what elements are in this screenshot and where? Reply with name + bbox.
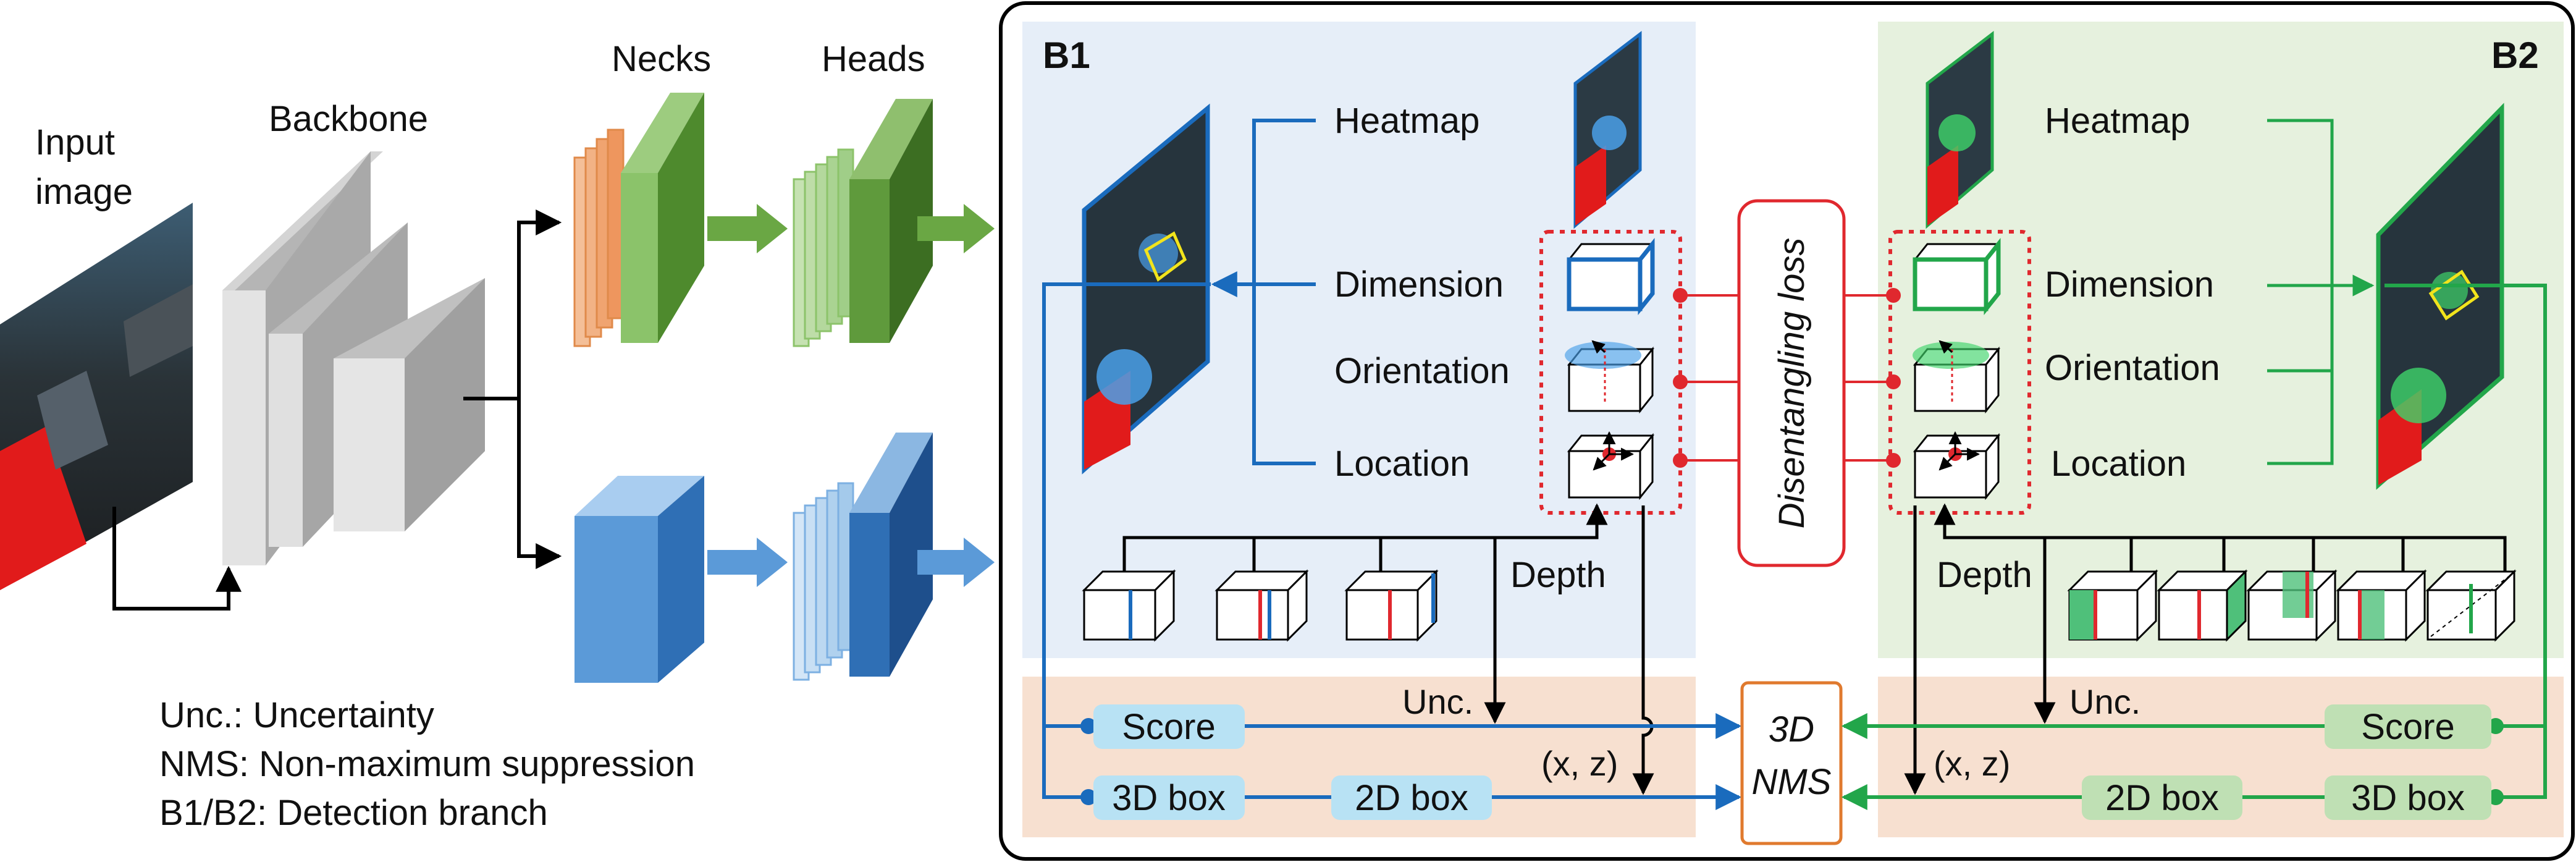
- b1-cube-group-outline: [1539, 230, 1682, 515]
- b2-orientation-cube: [1913, 340, 2001, 414]
- b2-depth-label: Depth: [1937, 555, 2032, 595]
- green-neck-stack: [573, 93, 704, 347]
- b1-depth-label: Depth: [1510, 555, 1606, 595]
- disentangling-loss-label: Disentangling loss: [1772, 238, 1812, 529]
- 3d-nms-line2: NMS: [1752, 762, 1832, 802]
- legend: Unc.: Uncertainty NMS: Non-maximum suppr…: [159, 691, 777, 837]
- b2-output-image: [2376, 103, 2504, 490]
- b1-title: B1: [1043, 35, 1090, 76]
- legend-unc: Unc.: Uncertainty: [159, 695, 434, 735]
- b1-location-cube: [1567, 431, 1655, 501]
- input-to-backbone-arrow: [112, 507, 242, 611]
- input-label-line2: image: [35, 172, 133, 212]
- b2-2dbox-pill: [2082, 775, 2242, 820]
- b1-dimension-cube: [1567, 238, 1655, 315]
- b1-score-dot: [1080, 718, 1096, 734]
- heads-label: Heads: [822, 39, 925, 79]
- b2-output-line: [2384, 284, 2547, 799]
- b1-branch-bracket: [1252, 119, 1316, 465]
- 3d-nms-box: [1740, 681, 1843, 845]
- neck-to-head-green-arrow: [707, 204, 788, 253]
- b1-output-image: [1082, 103, 1210, 475]
- b1-score-pill: [1093, 704, 1245, 749]
- b2-location-cube: [1913, 431, 2001, 501]
- b1-depth-cube-1: [1082, 569, 1176, 642]
- b1-unc-label: Unc.: [1402, 682, 1473, 721]
- 3d-nms-line1: 3D: [1769, 709, 1814, 750]
- b2-location-label: Location: [2051, 444, 2186, 484]
- b2-xz-label: (x, z): [1934, 744, 2010, 783]
- b2-depth-cube-1: [2067, 569, 2158, 642]
- necks-label: Necks: [612, 39, 711, 79]
- b2-title: B2: [2491, 35, 2539, 76]
- b2-depth-cube-2: [2157, 569, 2248, 642]
- input-label-line1: Input: [35, 122, 115, 163]
- b1-orientation-label: Orientation: [1334, 351, 1510, 391]
- backbone-to-green-neck-arrow: [517, 209, 562, 399]
- blue-neck-block: [575, 476, 704, 683]
- b2-score-label: Score: [2361, 707, 2455, 747]
- b2-2dbox-label: 2D box: [2105, 778, 2219, 818]
- b2-dimension-cube: [1913, 238, 2001, 315]
- b1-3dbox-dot: [1080, 789, 1096, 805]
- b2-heatmap-label: Heatmap: [2045, 101, 2190, 141]
- legend-branch: B1/B2: Detection branch: [159, 793, 548, 833]
- blue-head-stack: [793, 433, 933, 681]
- b2-depth-cube-5: [2425, 569, 2517, 642]
- b2-score-pill: [2325, 704, 2491, 749]
- backbone-label: Backbone: [269, 99, 428, 139]
- b1-dimension-label: Dimension: [1334, 264, 1504, 305]
- b2-branch-bracket: [2267, 119, 2334, 465]
- head-to-b1-blue-arrow: [917, 538, 995, 587]
- b1-xz-label: (x, z): [1541, 744, 1618, 783]
- b1-depth-collector-line: [1122, 503, 1608, 584]
- b1-2dbox-pill: [1331, 775, 1492, 820]
- b1-depth-cube-2: [1214, 569, 1309, 642]
- head-to-b1-green-arrow: [917, 204, 995, 253]
- b1-location-label: Location: [1334, 444, 1470, 484]
- detection-frame: [999, 1, 2575, 861]
- b2-heatmap-thumbnail: [1926, 30, 1994, 229]
- b2-orientation-label: Orientation: [2045, 348, 2220, 388]
- b1-orientation-cube: [1565, 340, 1655, 414]
- b1-heatmap-thumbnail: [1573, 30, 1642, 229]
- b2-score-dot: [2488, 718, 2504, 734]
- green-head-stack: [793, 99, 933, 347]
- b1-output-line: [1042, 282, 1211, 799]
- b2-unc-label: Unc.: [2069, 682, 2140, 721]
- b1-depth-cube-3: [1344, 569, 1439, 642]
- b2-dimension-label: Dimension: [2045, 264, 2214, 305]
- legend-nms: NMS: Non-maximum suppression: [159, 744, 696, 784]
- b2-cube-group-outline: [1888, 230, 2031, 515]
- input-image: [0, 203, 193, 590]
- neck-to-head-blue-arrow: [707, 538, 788, 587]
- b2-depth-cube-4: [2336, 569, 2427, 642]
- b2-depth-cube-3: [2246, 569, 2338, 642]
- b1-3dbox-pill: [1093, 775, 1245, 820]
- b1-2dbox-label: 2D box: [1355, 778, 1468, 818]
- b1-heatmap-label: Heatmap: [1334, 101, 1480, 141]
- b2-3dbox-pill: [2325, 775, 2491, 820]
- b2-3dbox-label: 3D box: [2351, 778, 2465, 818]
- b1-3dbox-label: 3D box: [1112, 778, 1226, 818]
- b2-3dbox-dot: [2488, 789, 2504, 805]
- backbone-blocks: [222, 151, 485, 565]
- backbone-to-blue-neck-arrow: [517, 399, 562, 569]
- b1-score-label: Score: [1122, 707, 1216, 747]
